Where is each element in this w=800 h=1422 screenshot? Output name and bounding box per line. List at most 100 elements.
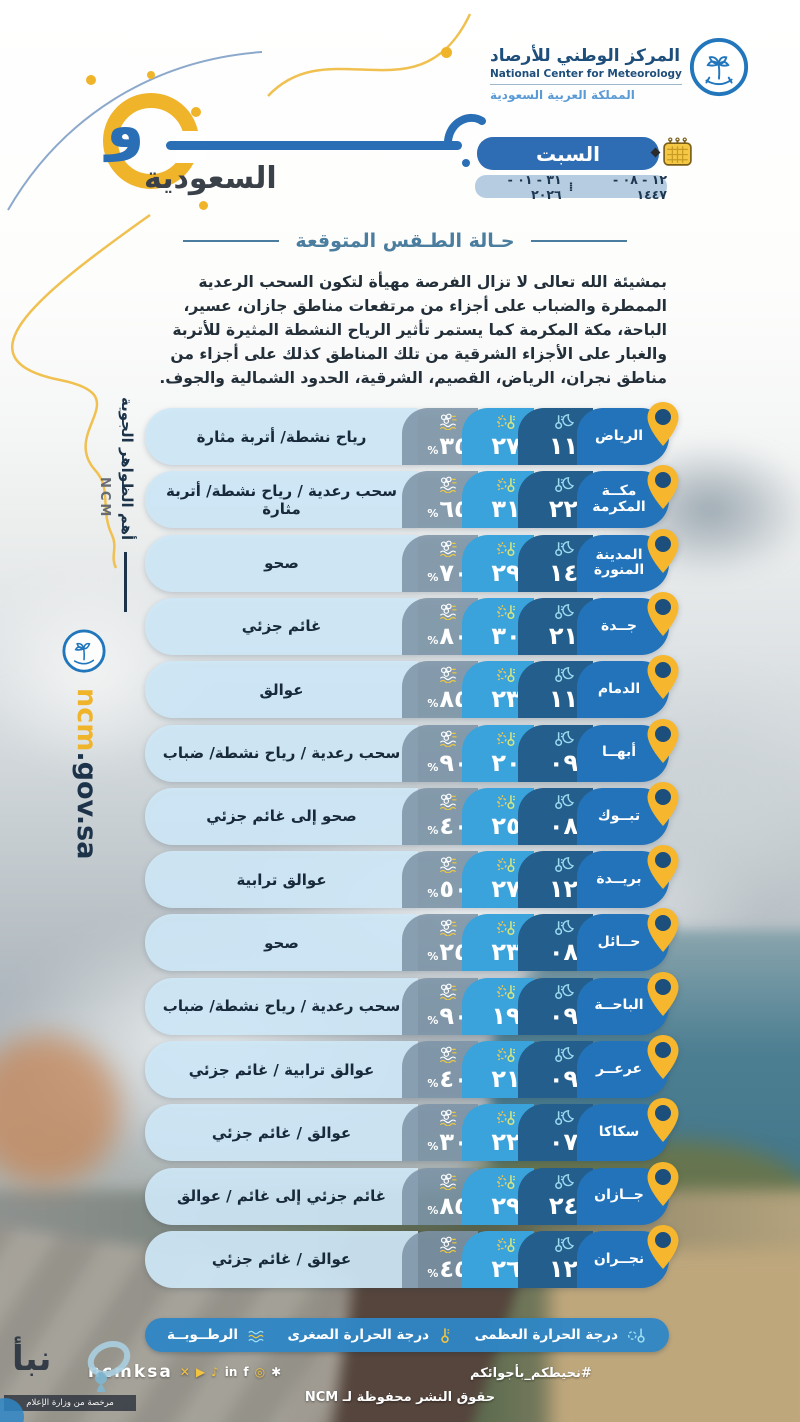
table-row: عوالق / غائم جزئي ٣٠% [145,1098,679,1162]
condition-text: صحو [264,554,299,573]
min-temp-value: ٠٩ [548,748,579,777]
max-temp-value: ٢٥ [491,811,521,840]
min-temp-icon [554,857,574,873]
max-temp-value: ٢٣ [491,685,521,714]
condition-cell: عوالق / غائم جزئي [145,1104,418,1162]
city-label: الباحــة [594,997,644,1014]
website-url: ncm.gov.sa [71,688,102,860]
city-label: أبهــا [601,744,637,761]
humidity-icon [439,603,457,620]
sidebar-ncm-label: NCM [97,477,112,520]
max-temp-value: ٢٧ [491,432,521,460]
date-pill: ١٢ - ٠٨ - ١٤٤٧ ⁞ ٣١ - ٠١ - ٢٠٢٦ [475,172,667,202]
section-title: حـالة الطـقس المتوقعة [295,230,515,252]
humidity-icon [439,413,457,430]
pin-icon [647,718,679,763]
linkedin-icon: in [224,1365,238,1379]
humidity-icon [439,919,457,937]
max-temp-icon [497,795,515,809]
max-temp-value: ٢٣ [491,938,521,967]
logo-jeem-head [444,113,486,145]
condition-text: عوالق / غائم جزئي [211,1250,352,1269]
nabaa-watermark: نبأ مرخصة من وزارة الإعلام [2,1333,138,1419]
city-label: جــدة [600,617,637,634]
condition-text: عوالق ترابية [236,870,327,889]
min-temp-value: ١٤ [548,558,579,587]
max-temp-value: ٢٩ [491,558,521,587]
min-temp-cell: ١٤ [518,534,593,592]
city-label: سكاكا [598,1124,640,1141]
sidebar-vertical-title: أهم الظواهر الجوية [118,397,136,541]
city-cell: بريــدة [577,845,679,909]
table-row: عوالق ٨٥% [145,655,679,719]
min-temp-value: ١١ [548,432,579,460]
city-cell: تبــوك [577,781,679,845]
max-temp-icon [497,605,515,619]
min-temp-value: ١٢ [548,875,579,904]
min-temp-value: ٠٨ [548,938,579,967]
jaw-saudia-logo: و السعودية [70,47,500,225]
city-cell: عرعــر [577,1035,679,1098]
city-cell: أبهــا [577,718,679,782]
max-temp-icon [497,1238,515,1252]
legend-max: درجة الحرارة العظمى [475,1326,647,1344]
city-cell: الدمام [577,655,679,719]
pin-icon [647,402,679,446]
max-temp-icon [497,731,515,746]
max-legend-icon [627,1328,645,1343]
city-label: جــازان [594,1187,644,1204]
table-row: عوالق ترابية ٥٠% [145,845,679,909]
max-temp-value: ٢٩ [491,1191,521,1220]
org-country: المملكة العربية السعودية [490,88,635,102]
pin-icon [647,1035,679,1079]
city-cell: حــائل [577,908,679,972]
max-temp-icon [497,984,515,999]
nabaa-name: نبأ [12,1339,52,1379]
max-temp-icon [497,858,515,873]
max-temp-value: ٢٠ [491,748,521,777]
logo-kashida [166,141,462,150]
humidity-icon [439,476,457,494]
min-temp-icon [554,983,574,999]
min-temp-icon [554,793,574,809]
snapchat-icon: ✱ [271,1365,282,1379]
humidity-icon [439,793,457,810]
pin-icon [647,908,679,953]
pin-icon [647,1098,679,1143]
brand-name: السعودية [144,161,277,196]
min-temp-icon [554,1236,574,1252]
table-row: غائم جزئي إلى غائم / عوالق ٨٥% [145,1161,679,1225]
social-handle: ncmksa [88,1362,173,1382]
pin-icon [647,465,679,510]
min-temp-value: ٠٩ [548,1065,579,1093]
table-row: سحب رعدية / رياح نشطة/ ضباب ٩٠% [145,718,679,782]
pin-icon [647,971,679,1016]
city-label: نجــران [593,1250,645,1267]
max-temp-icon [497,1111,515,1126]
table-row: صحو ٧٠% [145,528,679,592]
pin-icon [647,1224,679,1269]
nabaa-logo-icon [82,1337,134,1397]
min-temp-value: ٢٢ [548,495,579,524]
day-label: السبت [535,141,601,166]
min-temp-value: ٢٤ [548,1191,579,1220]
condition-cell: رياح نشطة/ أتربة مثارة [145,408,418,465]
humidity-legend-icon [248,1330,264,1343]
social-row: ncmksa ✕ ▶ ♪ in f ◎ ✱ [88,1362,281,1382]
condition-text: رياح نشطة/ أتربة مثارة [196,427,367,446]
sidebar-divider-line [124,552,127,612]
pin-icon [647,591,679,636]
table-row: سحب رعدية / رياح نشطة/ ضباب ٩٠% [145,971,679,1035]
city-label: بريــدة [596,870,642,887]
humidity-icon [439,1046,457,1063]
pin-icon [647,528,679,573]
city-label: عرعــر [595,1060,643,1077]
condition-text: عوالق / غائم جزئي [211,1123,352,1142]
city-cell: جــدة [577,591,679,655]
youtube-icon: ▶ [195,1365,206,1379]
date-gregorian: ٣١ - ٠١ - ٢٠٢٦ [507,171,562,202]
min-temp-icon [554,1110,574,1126]
condition-cell: سحب رعدية / رياح نشطة/ ضباب [145,977,418,1035]
max-temp-icon [497,478,515,493]
